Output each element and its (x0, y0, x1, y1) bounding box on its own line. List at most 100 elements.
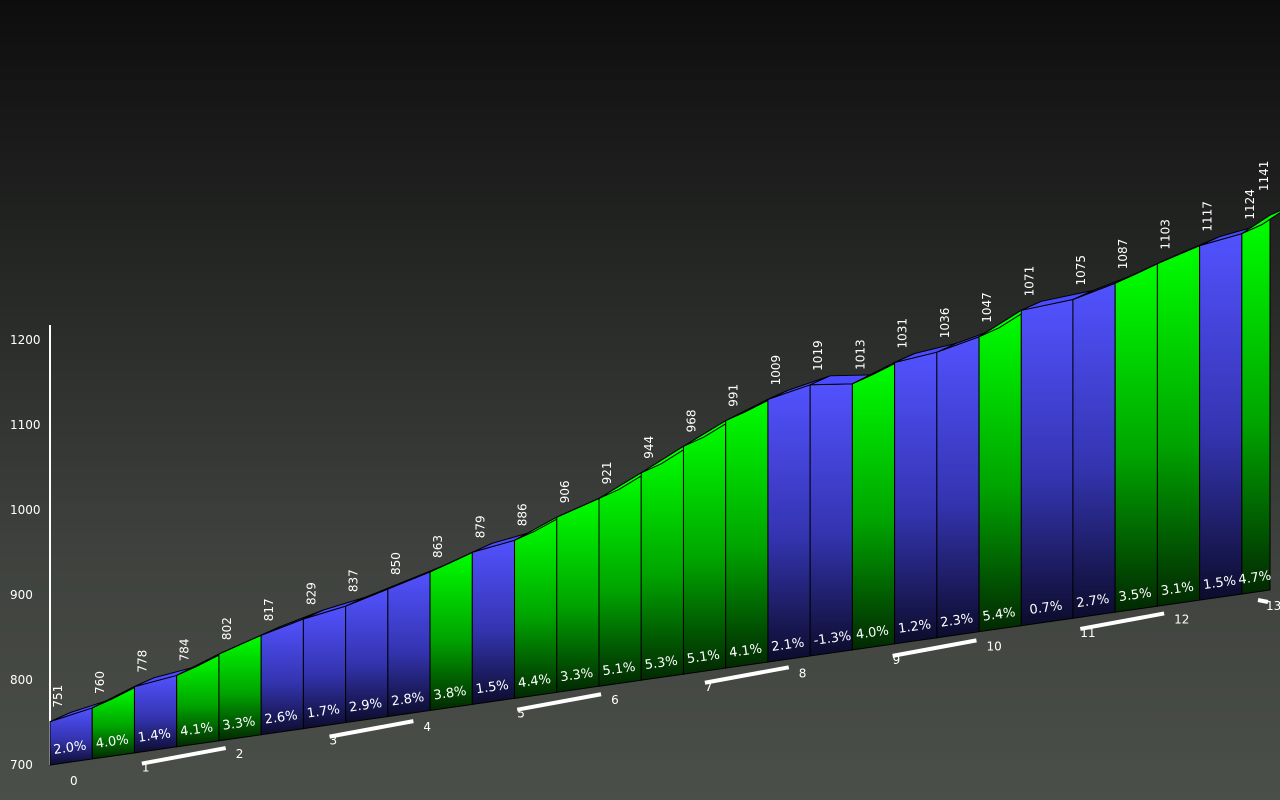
grade-label: 1.7% (306, 702, 341, 721)
grade-label: 4.0% (95, 732, 130, 751)
elevation-label: 1124 (1243, 189, 1257, 220)
segment-top (1241, 210, 1280, 235)
x-tick-label: 5 (517, 707, 525, 721)
elevation-label: 1141 (1257, 161, 1271, 192)
segment-face (851, 361, 896, 651)
y-tick-label: 1100 (10, 418, 41, 432)
x-tick-label: 10 (986, 639, 1001, 653)
elevation-label: 837 (347, 569, 361, 592)
elevation-label: 1031 (896, 318, 910, 349)
grade-label: 4.1% (179, 720, 214, 739)
segment-face (556, 497, 600, 693)
segment-face (1114, 262, 1158, 613)
x-tick-label: 2 (236, 747, 244, 761)
km-scale-bar (704, 665, 790, 685)
km-scale-bar (1257, 598, 1269, 604)
y-tick-label: 700 (10, 758, 33, 772)
elevation-label: 751 (51, 685, 65, 708)
segment-face (598, 471, 642, 687)
elevation-label: 850 (389, 552, 403, 575)
grade-label: 2.6% (264, 708, 299, 727)
x-tick-label: 3 (330, 734, 338, 748)
elevation-label: 1036 (938, 308, 952, 339)
grade-label: 1.2% (897, 617, 932, 636)
segment-face (809, 383, 853, 657)
segment-face (640, 445, 684, 681)
grade-label: 4.1% (728, 642, 763, 661)
elevation-label: 829 (304, 582, 318, 605)
x-tick-label: 11 (1080, 626, 1095, 640)
grade-label: 1.4% (137, 726, 172, 745)
grade-label: 3.5% (1118, 586, 1153, 605)
y-tick-label: 1000 (10, 503, 41, 517)
grade-label: 2.0% (53, 738, 88, 757)
segment-face (1241, 214, 1271, 595)
grade-label: 2.1% (771, 636, 806, 655)
x-tick-label: 7 (705, 680, 713, 694)
elevation-label: 1013 (853, 339, 867, 370)
segment-face (978, 309, 1022, 633)
elevation-label: 1071 (1022, 266, 1036, 297)
grade-label: -1.3% (813, 629, 852, 649)
elevation-label: 991 (727, 384, 741, 407)
segment-face (725, 398, 769, 669)
segment-face (894, 351, 938, 645)
elevation-label: 778 (135, 650, 149, 673)
x-tick-label: 6 (611, 693, 619, 707)
grade-label: 5.3% (644, 654, 679, 673)
grade-label: 0.7% (1029, 598, 1064, 617)
y-tick-label: 1200 (10, 333, 41, 347)
segment-face (514, 516, 558, 699)
elevation-label: 921 (600, 461, 614, 484)
segment-face (1020, 298, 1074, 627)
elevation-label: 817 (262, 598, 276, 621)
grade-label: 5.4% (982, 605, 1017, 624)
grade-label: 3.3% (559, 666, 594, 685)
x-tick-label: 9 (893, 653, 901, 667)
grade-label: 1.5% (475, 678, 510, 697)
grade-label: 3.1% (1160, 580, 1195, 599)
grade-label: 3.3% (222, 714, 257, 733)
x-tick-label: 8 (799, 666, 807, 680)
grade-label: 2.7% (1076, 592, 1111, 611)
grade-label: 4.7% (1237, 569, 1272, 588)
elevation-label: 1009 (769, 355, 783, 386)
km-scale-bar (141, 746, 227, 766)
elevation-label: 802 (220, 617, 234, 640)
km-scale-bar (892, 638, 977, 658)
x-tick-label: 4 (423, 720, 431, 734)
segment-face (682, 419, 727, 675)
y-tick-label: 900 (10, 588, 33, 602)
elevation-label: 968 (684, 409, 698, 432)
x-tick-label: 13 (1266, 599, 1280, 613)
km-scale-bar (516, 692, 602, 712)
segment-face (1156, 244, 1201, 607)
grade-label: 4.4% (517, 672, 552, 691)
elevation-label: 944 (642, 436, 656, 459)
segment-face (767, 384, 811, 663)
grade-label: 2.3% (939, 611, 974, 630)
segment-face (936, 336, 980, 639)
segment-face (1199, 232, 1243, 601)
elevation-label: 886 (516, 503, 530, 526)
elevation-label: 1103 (1158, 219, 1172, 250)
km-scale-bar (329, 719, 414, 739)
grade-label: 5.1% (602, 660, 637, 679)
elevation-label: 1087 (1116, 239, 1130, 270)
x-tick-label: 1 (142, 761, 150, 775)
elevation-label: 1117 (1201, 201, 1215, 232)
grade-label: 2.8% (390, 690, 425, 709)
elevation-label: 906 (558, 480, 572, 503)
elevation-label: 863 (431, 535, 445, 558)
km-scale-bar (1079, 611, 1165, 631)
segment-face (1072, 282, 1116, 619)
grade-label: 1.5% (1202, 574, 1237, 593)
elevation-label: 784 (178, 639, 192, 662)
grade-label: 5.1% (686, 648, 721, 667)
x-tick-label: 12 (1174, 612, 1189, 626)
elevation-label: 1019 (811, 340, 825, 371)
y-tick-label: 800 (10, 673, 33, 687)
x-tick-label: 0 (70, 774, 78, 788)
elevation-label: 879 (473, 515, 487, 538)
